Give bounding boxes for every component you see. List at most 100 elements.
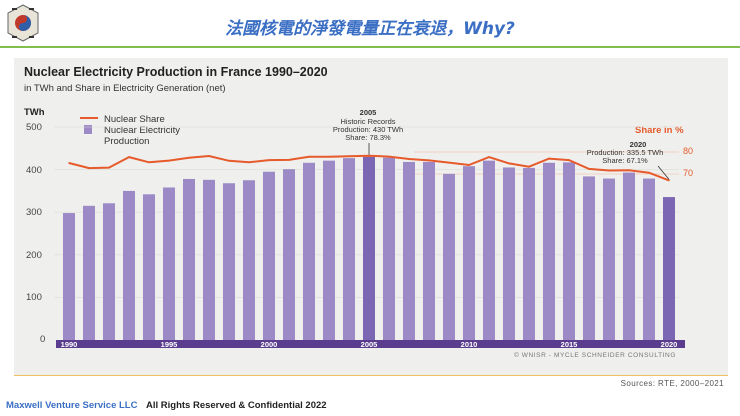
x-tick-2015: 2015	[561, 340, 578, 349]
x-tick-2005: 2005	[361, 340, 378, 349]
share-point-1994	[148, 161, 150, 164]
bar-1994	[143, 194, 155, 340]
y-tick-300: 300	[26, 207, 42, 218]
share-point-2009	[448, 161, 450, 164]
company-logo	[7, 4, 39, 42]
annotation-2005-line1: Historic Records	[340, 117, 395, 126]
bar-2009	[443, 173, 455, 340]
share-point-2015	[568, 159, 570, 161]
share-point-2011	[488, 156, 490, 158]
share-point-2017	[608, 169, 610, 172]
share-point-2012	[508, 162, 510, 165]
bar-2003	[323, 160, 335, 340]
bar-2010	[463, 166, 475, 340]
annotation-2005-year: 2005	[360, 108, 377, 117]
bar-2017	[603, 178, 615, 340]
share-point-2013	[528, 165, 530, 168]
bar-1995	[163, 187, 175, 340]
share-point-2002	[308, 156, 310, 158]
y-tick-100: 100	[26, 292, 42, 303]
slide-title: 法國核電的淨發電量正在衰退，Why?	[225, 19, 515, 39]
share-point-1993	[128, 156, 130, 158]
chart-title: Nuclear Electricity Production in France…	[24, 65, 328, 79]
share-point-2006	[388, 155, 390, 158]
share-point-2016	[588, 168, 590, 170]
share-point-2019	[648, 171, 650, 174]
share-point-2014	[548, 157, 550, 160]
share-point-1995	[168, 159, 170, 162]
legend-line-label: Nuclear Share	[104, 114, 165, 125]
bars	[63, 156, 675, 340]
y-tick-500: 500	[26, 122, 42, 133]
bar-2000	[263, 171, 275, 340]
bar-1997	[203, 179, 215, 340]
annotation-2020-year: 2020	[630, 140, 647, 149]
title-divider	[0, 46, 740, 48]
annotation-2005-line2: Production: 430 TWh	[333, 125, 403, 134]
share-point-2020	[668, 179, 670, 182]
annotation-2020-line1: Production: 335.5 TWh	[587, 148, 664, 157]
share-point-1999	[248, 161, 250, 164]
share-line	[68, 154, 670, 182]
bar-1992	[103, 203, 115, 340]
annotation-2020-line2: Share: 67.1%	[602, 156, 648, 165]
share-point-1992	[108, 166, 110, 169]
y2-axis-label: Share in %	[635, 125, 684, 136]
share-point-1997	[208, 155, 210, 157]
bar-2012	[503, 167, 515, 340]
bar-1993	[123, 190, 135, 340]
x-tick-1995: 1995	[161, 340, 178, 349]
share-point-2001	[288, 159, 290, 161]
y-tick-400: 400	[26, 165, 42, 176]
annotation-2005-line3: Share: 78.3%	[345, 133, 391, 142]
share-point-1991	[88, 167, 90, 169]
bar-1998	[223, 183, 235, 340]
share-point-2007	[408, 158, 410, 160]
bar-2005	[363, 156, 375, 340]
bar-2001	[283, 169, 295, 340]
footer-divider	[14, 375, 728, 376]
chart-copyright: © WNISR - MYCLE SCHNEIDER CONSULTING	[514, 351, 676, 359]
bar-2015	[563, 162, 575, 340]
share-point-2018	[628, 169, 630, 172]
rights-notice: All Rights Reserved & Confidential 2022	[146, 400, 327, 411]
bar-1999	[243, 180, 255, 340]
bar-1991	[83, 205, 95, 340]
x-tick-2020: 2020	[661, 340, 678, 349]
share-point-2005	[368, 154, 370, 157]
bar-2007	[403, 161, 415, 340]
share-point-1990	[68, 162, 70, 164]
chart-subtitle: in TWh and Share in Electricity Generati…	[24, 83, 226, 94]
y-tick-0: 0	[40, 334, 45, 345]
x-tick-1990: 1990	[61, 340, 78, 349]
y2-tick-80: 80	[683, 146, 693, 156]
y2-tick-70: 70	[683, 168, 693, 178]
legend-bar-label-1: Nuclear Electricity	[104, 125, 180, 136]
bar-2002	[303, 162, 315, 340]
bar-2014	[543, 162, 555, 340]
legend-bar-swatch	[84, 125, 92, 134]
sources-note: Sources: RTE, 2000–2021	[620, 379, 724, 388]
share-point-2008	[428, 159, 430, 162]
share-point-1996	[188, 156, 190, 159]
annotation-2020-pointer	[657, 165, 670, 180]
x-axis-strip	[56, 340, 685, 348]
x-tick-labels: 1990 1995 2000 2005 2010 2015 2020	[61, 340, 678, 349]
bar-2018	[623, 172, 635, 340]
bar-2019	[643, 178, 655, 340]
share-point-2003	[328, 156, 330, 158]
bar-2016	[583, 176, 595, 340]
legend-bar-label-2: Production	[104, 136, 149, 147]
bar-1996	[183, 178, 195, 340]
nuclear-production-chart: Nuclear Electricity Production in France…	[24, 65, 693, 359]
share-point-2000	[268, 159, 270, 161]
bar-2020	[663, 197, 675, 340]
share-point-1998	[228, 160, 230, 162]
bar-2006	[383, 157, 395, 340]
bar-1990	[63, 213, 75, 340]
share-point-2004	[348, 155, 350, 157]
x-tick-2000: 2000	[261, 340, 278, 349]
bar-2011	[483, 160, 495, 340]
share-point-2010	[468, 164, 470, 166]
bar-2013	[523, 167, 535, 340]
